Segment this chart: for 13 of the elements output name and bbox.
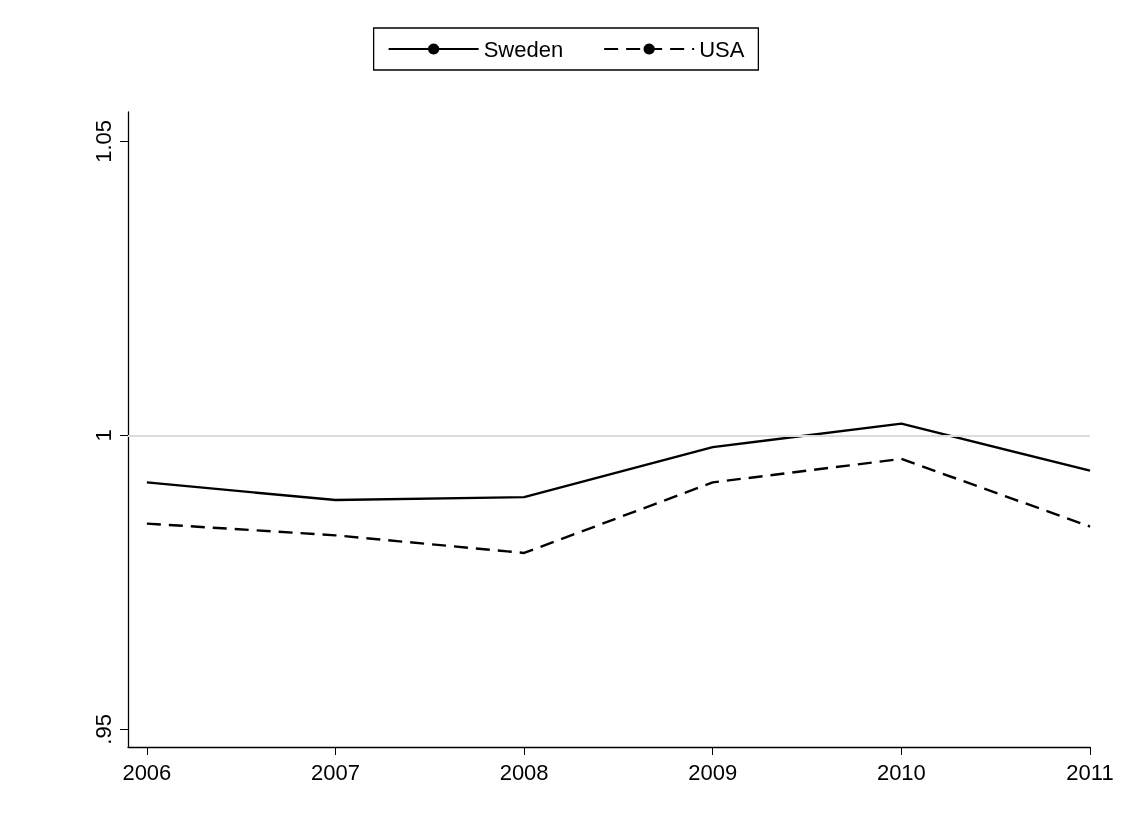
x-tick-label: 2011 [1066, 759, 1114, 785]
x-tick-label: 2008 [499, 759, 549, 785]
y-tick-label: .95 [90, 714, 116, 745]
x-tick-label: 2006 [122, 759, 172, 785]
y-tick-label: 1 [90, 429, 116, 442]
y-tick-label: 1.05 [90, 119, 116, 163]
legend-label: USA [699, 36, 745, 62]
x-tick-label: 2007 [311, 759, 360, 785]
legend-label: Sweden [483, 36, 564, 62]
x-tick-label: 2010 [876, 759, 926, 785]
line-series [145, 457, 1092, 555]
x-tick-label: 2009 [688, 759, 738, 785]
line-series [145, 422, 1092, 502]
